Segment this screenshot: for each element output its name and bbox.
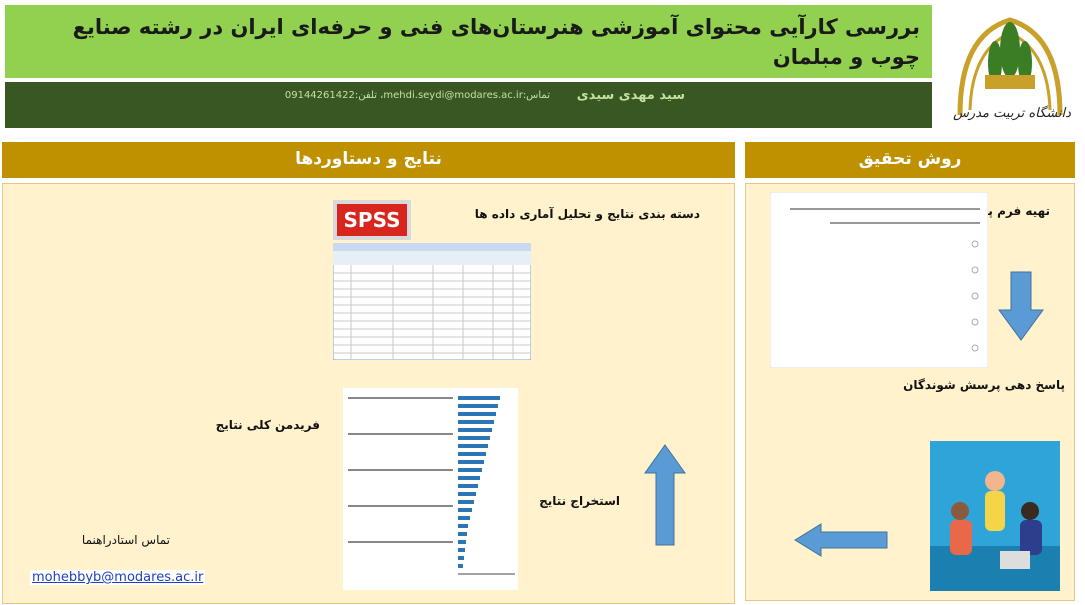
spss-logo: SPSS [337, 204, 407, 236]
method-heading: روش تحقیق [745, 142, 1075, 178]
method-item: پاسخ دهی پرسش شوندگان [903, 378, 1065, 392]
respondents-illustration [930, 441, 1060, 591]
arrow-up [644, 444, 686, 546]
spss-screenshot [333, 243, 531, 360]
arrow-left [794, 523, 888, 557]
result-item: استخراج نتایج [539, 494, 620, 508]
author-bar [5, 82, 932, 128]
title-bar [5, 5, 932, 78]
author: سید مهدی سیدی [576, 88, 685, 103]
result-item: فریدمن کلی نتایج [215, 418, 320, 432]
university-logo: دانشگاه تربیت مدرس [953, 17, 1071, 121]
arrow-down [998, 271, 1044, 341]
advisor-label: تماس استادراهنما [81, 533, 170, 547]
author-contact: تماس:mehdi.seydi@modares.ac.ir، تلفن:091… [284, 90, 550, 101]
poster-title: بررسی کارآیی محتوای آموزشی هنرستان‌های ف… [72, 15, 920, 69]
results-heading: نتایج و دستاوردها [2, 142, 735, 178]
result-item: دسته بندی نتایج و تحلیل آماری داده ها [474, 207, 700, 221]
logo-text: دانشگاه تربیت مدرس [953, 105, 1071, 121]
friedman-chart-image [343, 388, 518, 590]
questionnaire-image [770, 192, 988, 368]
advisor-email[interactable]: mohebbyb@modares.ac.ir [30, 570, 206, 585]
